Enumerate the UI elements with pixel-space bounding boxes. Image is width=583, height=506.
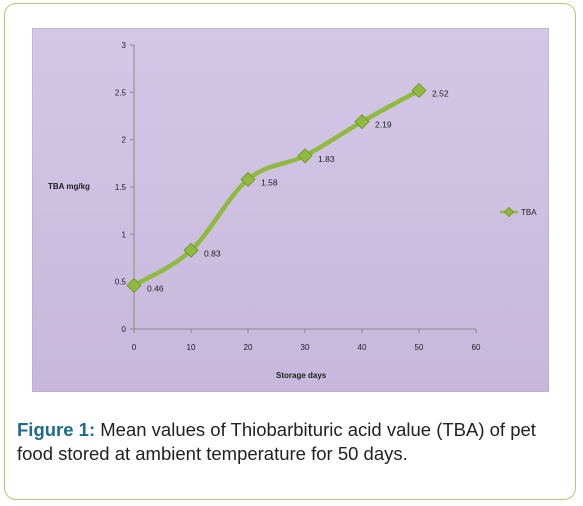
x-tick-label: 30 [301, 343, 310, 352]
y-tick-label: 2.5 [115, 88, 127, 97]
tba-data-label: 0.46 [147, 283, 164, 293]
tba-data-label: 2.19 [375, 120, 392, 130]
tba-line-chart: 00.511.522.530 10 20 30 40 50 60 0.460.831.581… [31, 27, 550, 393]
tba-data-point [126, 277, 142, 294]
y-axis-label: TBA mg/kg [48, 182, 90, 191]
x-axis-label: Storage days [276, 371, 327, 380]
y-tick-label: 0 [122, 325, 127, 334]
tba-data-label: 1.83 [318, 154, 335, 164]
y-tick-label: 1.5 [115, 183, 127, 192]
figure-caption-text: Mean values of Thiobarbituric acid value… [17, 419, 536, 464]
x-tick-label: 60 [472, 343, 481, 352]
y-tick-label: 1 [122, 230, 127, 239]
figure-caption: Figure 1: Mean values of Thiobarbituric … [17, 418, 565, 466]
legend: TBA [500, 206, 537, 218]
x-tick-label: 40 [358, 343, 367, 352]
tba-data-label: 1.58 [261, 177, 278, 187]
legend-label-tba: TBA [521, 208, 537, 217]
x-tick-label: 50 [415, 343, 424, 352]
chart-container: 0 0.5 1 1.5 2 2.5 3 0 10 20 30 40 50 60 0.46 0.83 1.58 1… [31, 27, 550, 393]
y-tick-label: 3 [122, 41, 127, 50]
tba-data-label: 0.83 [204, 248, 221, 258]
y-tick-label: 2 [122, 136, 127, 145]
tba-data-label: 2.52 [432, 88, 449, 98]
x-tick-label: 10 [187, 343, 196, 352]
x-tick-label: 20 [244, 343, 253, 352]
legend-diamond-marker [503, 206, 515, 218]
tba-data-point [354, 114, 370, 130]
figure-label: Figure 1: [17, 419, 96, 440]
tba-data-point [411, 82, 427, 99]
y-tick-label: 0.5 [115, 278, 127, 287]
x-tick-label: 0 [132, 343, 137, 352]
tba-data-point [297, 148, 313, 164]
tba-data-point [240, 171, 256, 187]
tba-data-point [183, 242, 199, 258]
chart-background [31, 27, 550, 393]
